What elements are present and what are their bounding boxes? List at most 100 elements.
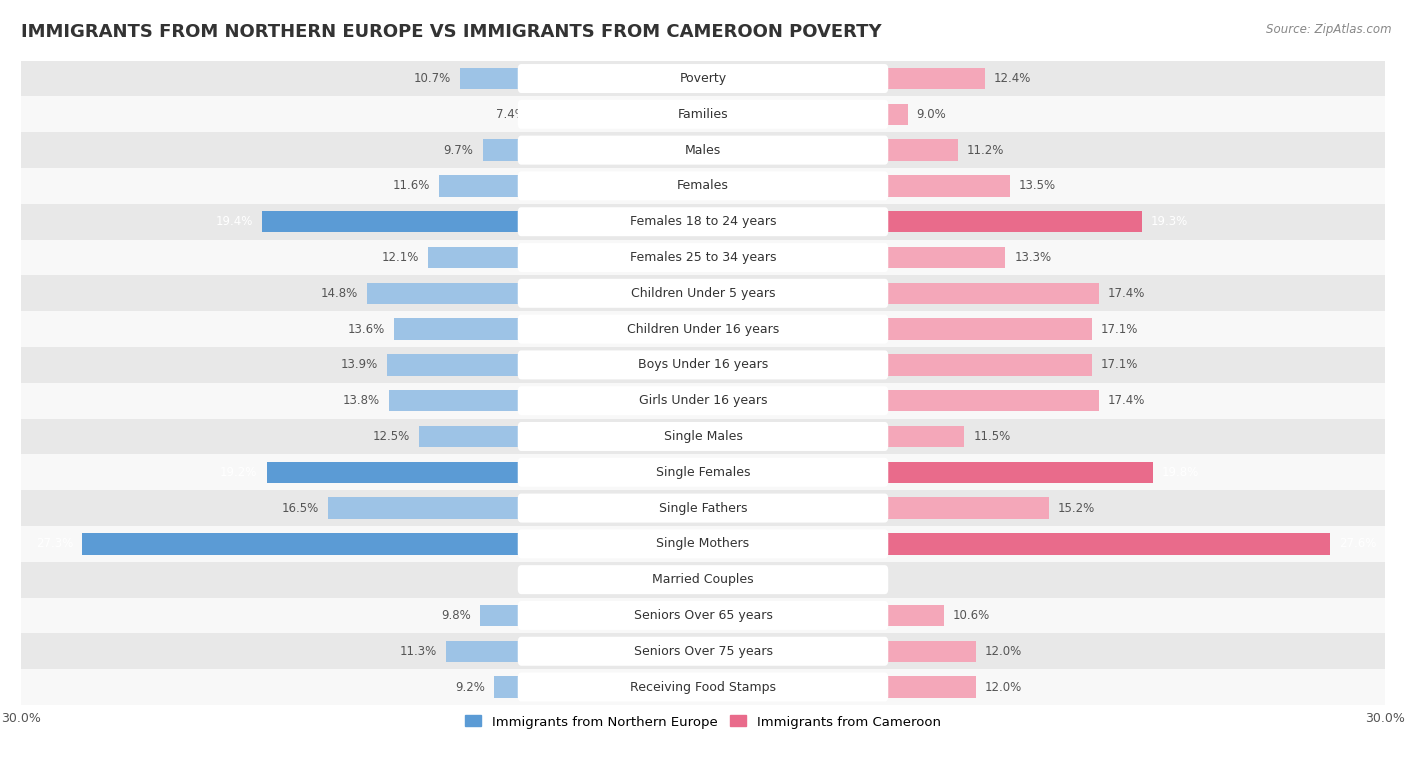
Text: 10.6%: 10.6% xyxy=(953,609,990,622)
Text: Receiving Food Stamps: Receiving Food Stamps xyxy=(630,681,776,694)
Text: 9.7%: 9.7% xyxy=(443,143,474,157)
Bar xyxy=(703,211,1142,233)
Text: IMMIGRANTS FROM NORTHERN EUROPE VS IMMIGRANTS FROM CAMEROON POVERTY: IMMIGRANTS FROM NORTHERN EUROPE VS IMMIG… xyxy=(21,23,882,41)
Bar xyxy=(21,526,1385,562)
Text: Families: Families xyxy=(678,108,728,121)
Bar xyxy=(481,605,703,626)
Text: 19.3%: 19.3% xyxy=(1150,215,1188,228)
Text: 19.4%: 19.4% xyxy=(215,215,253,228)
Text: 11.3%: 11.3% xyxy=(399,645,437,658)
Text: Source: ZipAtlas.com: Source: ZipAtlas.com xyxy=(1267,23,1392,36)
Bar xyxy=(703,676,976,698)
Bar xyxy=(21,312,1385,347)
Text: 27.6%: 27.6% xyxy=(1340,537,1376,550)
Text: 19.2%: 19.2% xyxy=(221,465,257,479)
Bar xyxy=(703,497,1049,518)
Text: 11.5%: 11.5% xyxy=(973,430,1011,443)
Bar xyxy=(367,283,703,304)
Bar xyxy=(21,275,1385,312)
Text: Males: Males xyxy=(685,143,721,157)
Bar xyxy=(703,462,1153,483)
Bar xyxy=(703,426,965,447)
FancyBboxPatch shape xyxy=(517,422,889,451)
Text: 13.6%: 13.6% xyxy=(347,323,385,336)
Bar xyxy=(21,61,1385,96)
Text: 12.5%: 12.5% xyxy=(373,430,409,443)
Text: 16.5%: 16.5% xyxy=(281,502,319,515)
Text: Seniors Over 65 years: Seniors Over 65 years xyxy=(634,609,772,622)
Bar xyxy=(460,67,703,89)
Bar xyxy=(494,676,703,698)
Text: Single Mothers: Single Mothers xyxy=(657,537,749,550)
Text: 27.3%: 27.3% xyxy=(37,537,73,550)
Bar xyxy=(21,168,1385,204)
Legend: Immigrants from Northern Europe, Immigrants from Cameroon: Immigrants from Northern Europe, Immigra… xyxy=(460,710,946,734)
FancyBboxPatch shape xyxy=(517,565,889,594)
Bar xyxy=(21,669,1385,705)
FancyBboxPatch shape xyxy=(517,100,889,129)
Text: 11.6%: 11.6% xyxy=(392,180,430,193)
Bar xyxy=(267,462,703,483)
Bar xyxy=(703,641,976,662)
Text: 7.4%: 7.4% xyxy=(496,108,526,121)
Text: 12.4%: 12.4% xyxy=(994,72,1032,85)
FancyBboxPatch shape xyxy=(517,243,889,272)
Text: 11.2%: 11.2% xyxy=(967,143,1004,157)
FancyBboxPatch shape xyxy=(517,386,889,415)
Bar xyxy=(394,318,703,340)
Bar xyxy=(21,240,1385,275)
Text: Females 18 to 24 years: Females 18 to 24 years xyxy=(630,215,776,228)
Text: 13.3%: 13.3% xyxy=(1014,251,1052,264)
Text: 13.9%: 13.9% xyxy=(340,359,378,371)
Bar xyxy=(21,347,1385,383)
Text: 12.0%: 12.0% xyxy=(984,645,1022,658)
Text: 12.1%: 12.1% xyxy=(381,251,419,264)
Bar xyxy=(607,569,703,590)
Bar xyxy=(21,96,1385,132)
Bar xyxy=(21,418,1385,454)
Text: Single Females: Single Females xyxy=(655,465,751,479)
Bar xyxy=(703,390,1098,412)
Bar xyxy=(389,390,703,412)
Bar xyxy=(534,104,703,125)
Text: 13.5%: 13.5% xyxy=(1019,180,1056,193)
Text: Females 25 to 34 years: Females 25 to 34 years xyxy=(630,251,776,264)
Bar xyxy=(703,354,1091,376)
Text: 4.2%: 4.2% xyxy=(568,573,599,586)
Text: Boys Under 16 years: Boys Under 16 years xyxy=(638,359,768,371)
Bar xyxy=(83,533,703,555)
Text: Single Fathers: Single Fathers xyxy=(659,502,747,515)
Text: Married Couples: Married Couples xyxy=(652,573,754,586)
Text: Females: Females xyxy=(678,180,728,193)
FancyBboxPatch shape xyxy=(517,171,889,200)
FancyBboxPatch shape xyxy=(517,637,889,666)
Bar xyxy=(387,354,703,376)
Bar xyxy=(21,454,1385,490)
Bar xyxy=(439,175,703,196)
FancyBboxPatch shape xyxy=(517,601,889,630)
FancyBboxPatch shape xyxy=(517,672,889,702)
Bar xyxy=(21,204,1385,240)
Text: 15.2%: 15.2% xyxy=(1057,502,1095,515)
FancyBboxPatch shape xyxy=(517,458,889,487)
Bar xyxy=(703,67,984,89)
Text: 12.0%: 12.0% xyxy=(984,681,1022,694)
Text: 17.4%: 17.4% xyxy=(1108,287,1144,300)
Bar xyxy=(703,533,1330,555)
Text: 19.8%: 19.8% xyxy=(1163,465,1199,479)
Bar xyxy=(21,634,1385,669)
Bar xyxy=(703,175,1010,196)
Bar xyxy=(21,597,1385,634)
Text: Children Under 16 years: Children Under 16 years xyxy=(627,323,779,336)
Bar xyxy=(21,562,1385,597)
Bar xyxy=(328,497,703,518)
Text: Seniors Over 75 years: Seniors Over 75 years xyxy=(634,645,772,658)
FancyBboxPatch shape xyxy=(517,529,889,559)
Text: 17.4%: 17.4% xyxy=(1108,394,1144,407)
Text: Girls Under 16 years: Girls Under 16 years xyxy=(638,394,768,407)
Bar xyxy=(419,426,703,447)
FancyBboxPatch shape xyxy=(517,136,889,164)
Text: Poverty: Poverty xyxy=(679,72,727,85)
Bar xyxy=(703,247,1005,268)
Text: Single Males: Single Males xyxy=(664,430,742,443)
